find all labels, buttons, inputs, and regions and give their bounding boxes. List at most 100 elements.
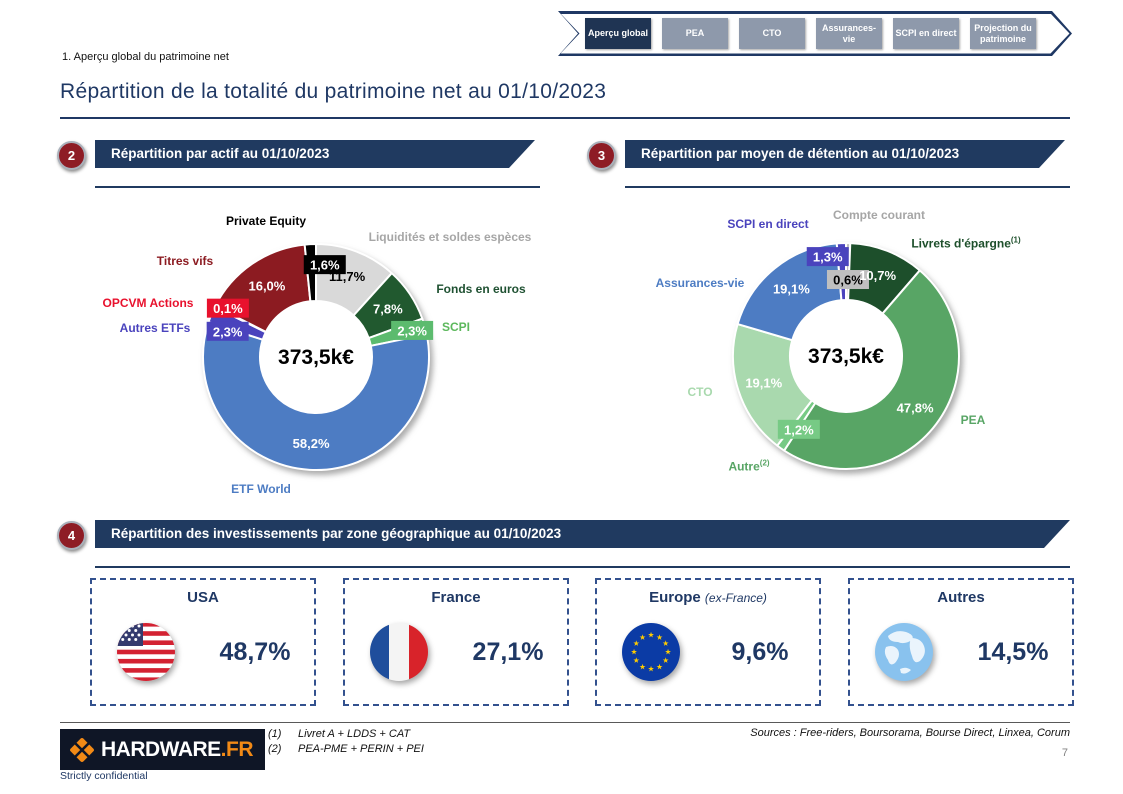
chart-label-scpi-en-direct: SCPI en direct bbox=[727, 217, 809, 231]
geo-card-title: USA bbox=[187, 589, 219, 606]
svg-text:★: ★ bbox=[648, 665, 655, 673]
chart-label-liquidites: Liquidités et soldes espèces bbox=[368, 230, 532, 244]
tab-apercu-global[interactable]: Aperçu global bbox=[585, 18, 651, 49]
title-divider bbox=[60, 117, 1070, 119]
usa-flag bbox=[117, 623, 175, 681]
svg-text:★: ★ bbox=[631, 648, 638, 656]
geo-card-value: 48,7% bbox=[219, 638, 291, 666]
footnotes: (1) Livret A + LDDS + CAT (2) PEA-PME + PE… bbox=[268, 727, 424, 757]
donut-value-box bbox=[806, 247, 849, 267]
donut-center-total: 373,5k€ bbox=[278, 346, 354, 369]
section-4-underline bbox=[95, 566, 1070, 568]
svg-text:★: ★ bbox=[633, 640, 640, 648]
geo-card-value: 27,1% bbox=[472, 638, 544, 666]
page-title: Répartition de la totalité du patrimoine… bbox=[60, 80, 607, 103]
donut-value-box bbox=[777, 419, 820, 439]
tab-banner: Aperçu global PEA CTO Assurances-vie SCP… bbox=[558, 11, 1072, 56]
globe-icon bbox=[875, 623, 933, 681]
donut-value-label: 19,1% bbox=[773, 281, 810, 296]
geo-card-subtitle: (ex-France) bbox=[704, 591, 767, 605]
chart-label-cto: CTO bbox=[687, 385, 713, 399]
chart-label-scpi: SCPI bbox=[441, 320, 471, 334]
confidential-note: Strictly confidential bbox=[60, 770, 148, 782]
donut-value-label: 2,3% bbox=[213, 324, 243, 339]
chart-label-pea: PEA bbox=[960, 413, 986, 427]
donut-value-box bbox=[206, 298, 249, 318]
section-3-badge: 3 bbox=[587, 141, 616, 170]
svg-text:★: ★ bbox=[657, 634, 664, 642]
svg-text:★: ★ bbox=[648, 631, 655, 639]
footnote-2: (2) PEA-PME + PERIN + PEI bbox=[268, 743, 424, 755]
section-4-title: Répartition des investissements par zone… bbox=[95, 520, 1070, 548]
hardware-fr-logo: HARDWARE .FR bbox=[60, 729, 265, 770]
donut-chart-par-actif: 11,7%7,8%2,3%58,2%2,3%0,1%16,0%1,6%373,5… bbox=[201, 243, 434, 471]
section-3-title: Répartition par moyen de détention au 01… bbox=[625, 140, 1065, 168]
chart-label-assurances-vie: Assurances-vie bbox=[655, 276, 745, 290]
section-4-badge: 4 bbox=[57, 521, 86, 550]
donut-value-label: 1,2% bbox=[784, 422, 814, 437]
donut-value-label: 7,8% bbox=[373, 301, 403, 316]
donut-value-label: 47,8% bbox=[897, 401, 934, 416]
section-2-badge: 2 bbox=[57, 141, 86, 170]
donut-value-label: 10,7% bbox=[859, 268, 896, 283]
chart-label-titres-vifs: Titres vifs bbox=[156, 254, 214, 268]
footer-divider bbox=[60, 722, 1070, 723]
donut-value-box bbox=[303, 255, 346, 275]
donut-hole bbox=[790, 300, 902, 412]
chart-label-autre: Autre(2) bbox=[728, 458, 770, 474]
svg-text:★: ★ bbox=[663, 657, 670, 665]
donut-value-label: 0,1% bbox=[213, 301, 243, 316]
tab-projection-patrimoine[interactable]: Projection du patrimoine bbox=[970, 18, 1036, 49]
geo-card-autres: Autres 14,5% bbox=[848, 578, 1074, 706]
svg-text:★: ★ bbox=[640, 634, 647, 642]
eu-flag: ★ ★★ ★★★ ★★★ ★★★ bbox=[622, 623, 680, 681]
geo-card-value: 9,6% bbox=[731, 638, 789, 666]
donut-value-label: 1,6% bbox=[310, 258, 340, 273]
tab-pea[interactable]: PEA bbox=[662, 18, 728, 49]
svg-text:★: ★ bbox=[663, 640, 670, 648]
donut-value-label: 19,1% bbox=[745, 375, 782, 390]
donut-hole bbox=[260, 301, 372, 413]
geo-card-value: 14,5% bbox=[977, 638, 1049, 666]
geo-card-europe: Europe (ex-France) ★ ★ ★ ★ ★ ★ ★ ★ ★ ★ ★ ★ 9,6% bbox=[595, 578, 821, 706]
chart-label-private-equity: Private Equity bbox=[225, 214, 307, 228]
logo-text: HARDWARE bbox=[101, 737, 221, 761]
geo-card-title: France bbox=[431, 589, 481, 606]
donut-value-box bbox=[206, 321, 249, 341]
svg-text:★: ★ bbox=[640, 663, 647, 671]
geo-card-title: Autres bbox=[937, 589, 985, 606]
geo-card-france: France 27,1% bbox=[343, 578, 569, 706]
geo-card-usa: USA 48,7% bbox=[90, 578, 316, 706]
chart-label-compte-courant: Compte courant bbox=[832, 208, 926, 222]
donut-value-label: 0,6% bbox=[833, 273, 863, 288]
chart-label-autres-etfs: Autres ETFs bbox=[119, 321, 191, 335]
donut-value-label: 58,2% bbox=[293, 436, 330, 451]
tab-assurances-vie[interactable]: Assurances-vie bbox=[816, 18, 882, 49]
tab-scpi-en-direct[interactable]: SCPI en direct bbox=[893, 18, 959, 49]
svg-text:★: ★ bbox=[657, 663, 664, 671]
donut-value-box bbox=[391, 320, 434, 340]
section-2-title: Répartition par actif au 01/10/2023 bbox=[95, 140, 535, 168]
donut-value-label: 16,0% bbox=[248, 278, 285, 293]
chart-label-livrets-epargne: Livrets d'épargne(1) bbox=[911, 235, 1021, 251]
footnote-1: (1) Livret A + LDDS + CAT bbox=[268, 728, 411, 740]
france-flag bbox=[370, 623, 428, 681]
chart-label-fonds-en-euros: Fonds en euros bbox=[436, 282, 526, 296]
section-2-underline bbox=[95, 186, 540, 188]
svg-text:★: ★ bbox=[665, 648, 672, 656]
tab-cto[interactable]: CTO bbox=[739, 18, 805, 49]
svg-text:★: ★ bbox=[633, 657, 640, 665]
section-3-underline bbox=[625, 186, 1070, 188]
sources-note: Sources : Free-riders, Boursorama, Bours… bbox=[750, 727, 1070, 739]
chart-label-opcvm-actions: OPCVM Actions bbox=[102, 296, 194, 310]
page-number: 7 bbox=[1061, 747, 1068, 759]
donut-center-total: 373,5k€ bbox=[808, 345, 884, 368]
donut-value-label: 1,3% bbox=[813, 250, 843, 265]
donut-value-box bbox=[826, 270, 869, 290]
geo-card-title: Europe (ex-France) bbox=[649, 589, 767, 606]
donut-value-label: 2,3% bbox=[397, 323, 427, 338]
chart-label-etf-world: ETF World bbox=[231, 482, 291, 496]
donut-chart-par-detention: 0,6%10,7% 47,8% 1,2% 19,1% 19,1% 1,3% 373,5k€ bbox=[732, 241, 960, 470]
breadcrumb: 1. Aperçu global du patrimoine net bbox=[62, 51, 229, 63]
